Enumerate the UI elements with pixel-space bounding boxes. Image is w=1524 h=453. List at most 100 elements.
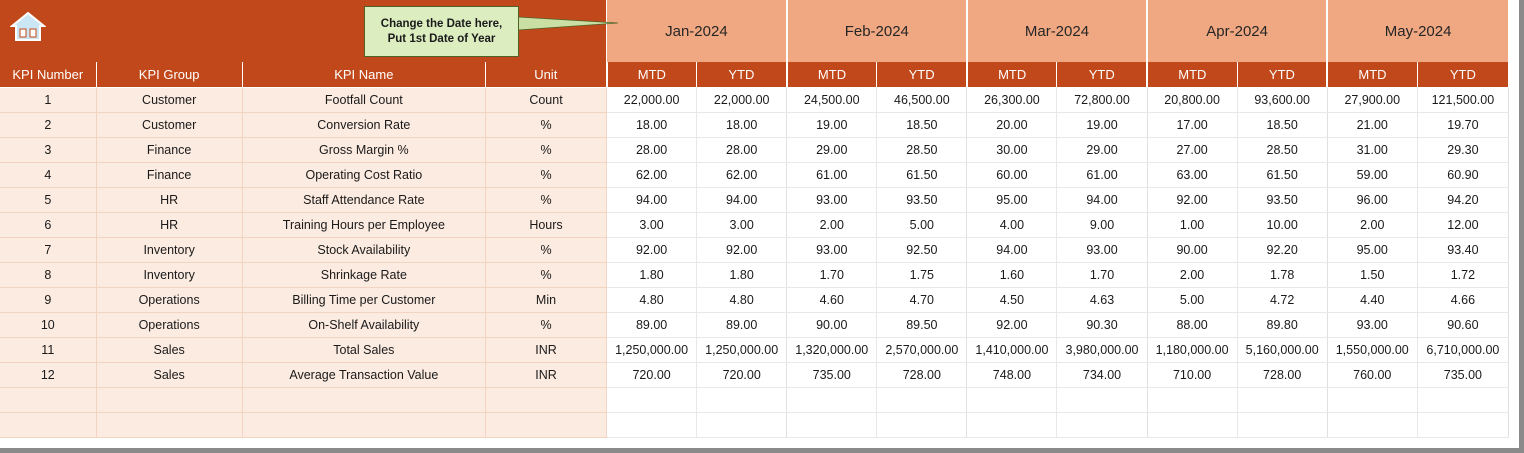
cell-value: 1.78	[1237, 262, 1328, 288]
col-header-jan-ytd: YTD	[696, 62, 788, 88]
cell-value: 1,550,000.00	[1327, 337, 1418, 363]
table-row: 6 HR Training Hours per Employee Hours 3.00 3…	[0, 212, 1510, 238]
cell-value: 19.00	[786, 112, 878, 138]
cell-value: 12.00	[1417, 212, 1510, 238]
cell-kpi-name: Stock Availability	[242, 237, 486, 263]
cell-value: 30.00	[966, 137, 1058, 163]
cell-unit: Min	[485, 287, 608, 313]
cell-value	[606, 387, 698, 413]
col-header-kpi-group: KPI Group	[96, 62, 243, 88]
cell-value: 61.00	[1056, 162, 1148, 188]
kpi-table: Jan-2024 Feb-2024 Mar-2024 Apr-2024 May-…	[0, 0, 1510, 438]
cell-value: 88.00	[1147, 312, 1238, 338]
cell-value: 748.00	[966, 362, 1058, 388]
col-header-kpi-name: KPI Name	[242, 62, 486, 88]
cell-value: 89.50	[876, 312, 968, 338]
cell-kpi-number: 1	[0, 87, 97, 113]
col-header-apr-mtd: MTD	[1147, 62, 1238, 88]
cell-value: 27.00	[1147, 137, 1238, 163]
cell-kpi-name: Footfall Count	[242, 87, 486, 113]
cell-value: 10.00	[1237, 212, 1328, 238]
cell-value: 59.00	[1327, 162, 1418, 188]
cell-kpi-number: 11	[0, 337, 97, 363]
cell-value: 5.00	[1147, 287, 1238, 313]
cell-kpi-group: Finance	[96, 137, 243, 163]
col-header-apr-ytd: YTD	[1237, 62, 1329, 88]
cell-value: 29.00	[786, 137, 878, 163]
cell-value: 24,500.00	[786, 87, 878, 113]
cell-value: 20,800.00	[1147, 87, 1238, 113]
cell-value: 61.50	[1237, 162, 1328, 188]
cell-value: 90.00	[786, 312, 878, 338]
cell-value: 1.70	[786, 262, 878, 288]
cell-value: 29.30	[1417, 137, 1510, 163]
cell-value: 19.70	[1417, 112, 1510, 138]
col-header-feb-mtd: MTD	[786, 62, 878, 88]
cell-kpi-name: Average Transaction Value	[242, 362, 486, 388]
cell-value: 92.00	[966, 312, 1058, 338]
col-header-may-ytd: YTD	[1417, 62, 1510, 88]
cell-kpi-group: Operations	[96, 287, 243, 313]
cell-value: 2,570,000.00	[876, 337, 968, 363]
cell-kpi-name: Conversion Rate	[242, 112, 486, 138]
cell-kpi-name: Shrinkage Rate	[242, 262, 486, 288]
cell-unit: INR	[485, 362, 608, 388]
cell-kpi-name: Training Hours per Employee	[242, 212, 486, 238]
col-header-jan-mtd: MTD	[606, 62, 698, 88]
cell-value: 1,410,000.00	[966, 337, 1058, 363]
cell-kpi-group: HR	[96, 212, 243, 238]
cell-value: 2.00	[1327, 212, 1418, 238]
cell-value: 1,250,000.00	[606, 337, 698, 363]
cell-value: 89.00	[696, 312, 788, 338]
cell-value: 93.00	[1327, 312, 1418, 338]
cell-value: 720.00	[606, 362, 698, 388]
cell-value: 2.00	[1147, 262, 1238, 288]
table-row	[0, 387, 1510, 413]
cell-value: 26,300.00	[966, 87, 1058, 113]
cell-value: 1.80	[696, 262, 788, 288]
cell-value: 4.80	[606, 287, 698, 313]
cell-value: 3.00	[606, 212, 698, 238]
table-row: 4 Finance Operating Cost Ratio% 62.00 62.00 6…	[0, 162, 1510, 188]
cell-unit	[485, 412, 608, 438]
cell-value	[696, 412, 788, 438]
cell-value: 94.00	[606, 187, 698, 213]
cell-unit: %	[485, 162, 608, 188]
cell-value: 92.00	[1147, 187, 1238, 213]
cell-value: 63.00	[1147, 162, 1238, 188]
cell-value: 89.80	[1237, 312, 1328, 338]
cell-kpi-group: Finance	[96, 162, 243, 188]
cell-kpi-number	[0, 387, 97, 413]
cell-value: 93.00	[1056, 237, 1148, 263]
cell-kpi-group: Customer	[96, 112, 243, 138]
cell-kpi-number: 8	[0, 262, 97, 288]
callout-change-date: Change the Date here, Put 1st Date of Ye…	[364, 6, 519, 57]
cell-value: 22,000.00	[696, 87, 788, 113]
col-header-unit: Unit	[485, 62, 608, 88]
col-header-mar-mtd: MTD	[966, 62, 1058, 88]
cell-value: 17.00	[1147, 112, 1238, 138]
cell-value: 1.50	[1327, 262, 1418, 288]
cell-value: 18.00	[696, 112, 788, 138]
cell-kpi-group: Operations	[96, 312, 243, 338]
cell-unit: %	[485, 237, 608, 263]
cell-value	[786, 412, 878, 438]
cell-kpi-name: On-Shelf Availability	[242, 312, 486, 338]
cell-value: 4.40	[1327, 287, 1418, 313]
cell-value: 1.60	[966, 262, 1058, 288]
table-row: 11 Sales Total Sales INR 1,250,000.00 1,250,0…	[0, 337, 1510, 363]
cell-value: 29.00	[1056, 137, 1148, 163]
cell-kpi-number: 3	[0, 137, 97, 163]
cell-value: 4.63	[1056, 287, 1148, 313]
cell-unit: INR	[485, 337, 608, 363]
cell-value: 710.00	[1147, 362, 1238, 388]
home-icon[interactable]	[9, 10, 47, 42]
cell-value: 18.00	[606, 112, 698, 138]
cell-value: 95.00	[966, 187, 1058, 213]
cell-value: 760.00	[1327, 362, 1418, 388]
cell-value	[876, 412, 968, 438]
cell-value: 27,900.00	[1327, 87, 1418, 113]
cell-kpi-name: Gross Margin %	[242, 137, 486, 163]
cell-value: 93.00	[786, 187, 878, 213]
cell-value: 3.00	[696, 212, 788, 238]
